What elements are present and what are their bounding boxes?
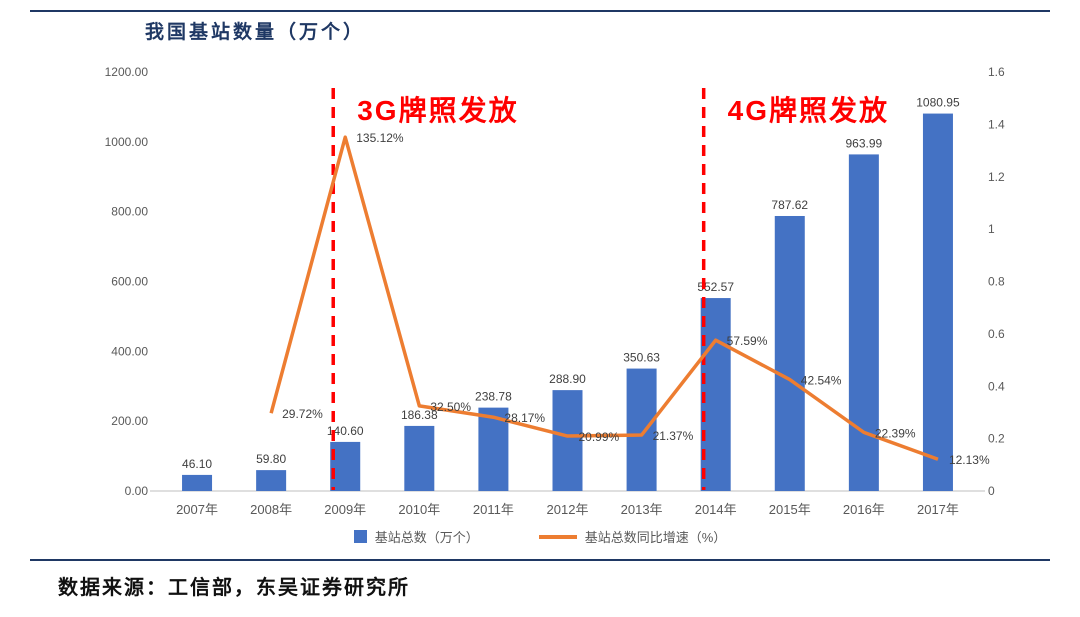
- category-label: 2017年: [917, 502, 959, 517]
- right-axis-tick: 1: [988, 222, 995, 236]
- bar-value-label: 59.80: [256, 452, 286, 466]
- bar: [256, 470, 287, 491]
- bar: [922, 113, 953, 491]
- left-axis-tick: 200.00: [111, 414, 148, 428]
- bar-value-label: 288.90: [549, 372, 586, 386]
- bar: [626, 368, 657, 491]
- left-axis-tick: 1000.00: [105, 135, 149, 149]
- bar: [848, 154, 879, 491]
- bar: [404, 425, 435, 491]
- growth-value-label: 22.39%: [875, 426, 916, 440]
- category-label: 2009年: [324, 502, 366, 517]
- chart-svg: 0.00 200.00 400.00 600.00 800.00 1000.00 1200.…: [105, 65, 1005, 517]
- bar-value-label: 350.63: [623, 351, 660, 365]
- growth-value-label: 21.37%: [653, 429, 694, 443]
- growth-value-label: 42.54%: [801, 374, 842, 388]
- right-axis-tick: 0.8: [988, 275, 1005, 289]
- chart-area: 0.00 200.00 400.00 600.00 800.00 1000.00 1200.…: [105, 65, 1005, 517]
- left-axis-tick: 800.00: [111, 205, 148, 219]
- legend-item-total: 基站总数（万个）: [353, 527, 479, 546]
- legend-label-total: 基站总数（万个）: [374, 530, 479, 545]
- growth-line: [269, 135, 939, 461]
- annotation-label: 4G牌照发放: [728, 94, 889, 126]
- bar: [700, 298, 731, 491]
- legend: 基站总数（万个） 基站总数同比增速（%）: [0, 527, 1080, 546]
- data-source-text: 数据来源：工信部，东吴证券研究所: [58, 577, 410, 599]
- right-axis-tick: 1.4: [988, 117, 1005, 131]
- header-rule: [30, 10, 1050, 12]
- growth-value-label: 32.50%: [430, 400, 471, 414]
- left-axis-tick: 600.00: [111, 275, 148, 289]
- bar-value-label: 552.57: [697, 280, 734, 294]
- growth-value-label: 135.12%: [356, 131, 404, 145]
- category-label: 2008年: [250, 502, 292, 517]
- right-axis-tick: 0.2: [988, 432, 1005, 446]
- bar-value-label: 963.99: [846, 136, 883, 150]
- bar-value-label: 46.10: [182, 457, 212, 471]
- category-label: 2012年: [547, 502, 589, 517]
- right-axis-tick: 0.6: [988, 327, 1005, 341]
- left-axis-tick: 0.00: [125, 484, 149, 498]
- legend-label-growth: 基站总数同比增速（%）: [584, 530, 727, 545]
- bar: [552, 390, 583, 491]
- bar-value-label: 140.60: [327, 424, 364, 438]
- chart-title: 我国基站数量（万个）: [145, 22, 366, 43]
- right-axis-tick: 0: [988, 484, 995, 498]
- category-label: 2016年: [843, 502, 885, 517]
- bar-value-label: 238.78: [475, 390, 512, 404]
- category-label: 2013年: [621, 502, 663, 517]
- growth-value-label: 28.17%: [504, 411, 545, 425]
- right-axis-tick: 1.6: [988, 65, 1005, 79]
- growth-value-label: 20.99%: [579, 430, 620, 444]
- footer-rule: [30, 559, 1050, 561]
- right-axis-tick: 1.2: [988, 170, 1005, 184]
- bar-value-label: 186.38: [401, 408, 438, 422]
- left-axis-tick: 1200.00: [105, 65, 149, 79]
- growth-value-label: 12.13%: [949, 453, 990, 467]
- right-axis-tick: 0.4: [988, 379, 1005, 393]
- category-label: 2015年: [769, 502, 811, 517]
- bar: [182, 474, 213, 491]
- bar: [330, 441, 361, 491]
- line-series-swatch-icon: [538, 534, 577, 539]
- bar-value-label: 1080.95: [916, 96, 960, 110]
- left-axis-tick: 400.00: [111, 344, 148, 358]
- category-label: 2010年: [398, 502, 440, 517]
- category-label: 2007年: [176, 502, 218, 517]
- bar-value-label: 787.62: [771, 198, 808, 212]
- legend-item-growth: 基站总数同比增速（%）: [538, 527, 727, 546]
- growth-value-label: 57.59%: [727, 334, 768, 348]
- annotation-label: 3G牌照发放: [357, 94, 518, 126]
- growth-value-label: 29.72%: [282, 407, 323, 421]
- category-label: 2011年: [473, 502, 514, 517]
- category-label: 2014年: [695, 502, 737, 517]
- bar: [774, 215, 805, 491]
- bar-series-swatch-icon: [353, 530, 367, 543]
